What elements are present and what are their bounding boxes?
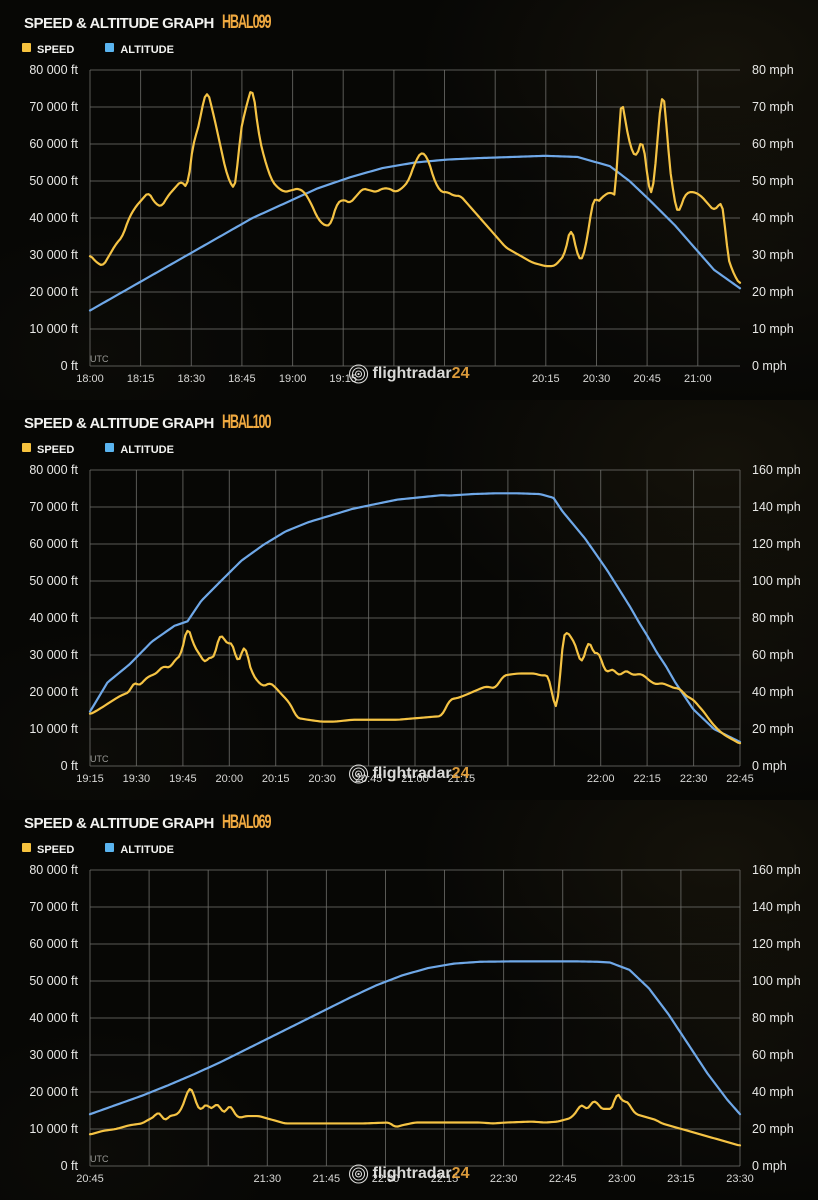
- svg-text:40 mph: 40 mph: [752, 685, 794, 699]
- svg-text:23:15: 23:15: [667, 1173, 695, 1185]
- svg-text:40 000 ft: 40 000 ft: [29, 211, 78, 225]
- svg-text:19:45: 19:45: [169, 773, 197, 785]
- svg-text:50 mph: 50 mph: [752, 174, 794, 188]
- svg-text:20 000 ft: 20 000 ft: [29, 285, 78, 299]
- svg-text:60 000 ft: 60 000 ft: [29, 937, 78, 951]
- svg-text:20:15: 20:15: [262, 773, 290, 785]
- svg-text:60 mph: 60 mph: [752, 648, 794, 662]
- svg-text:70 000 ft: 70 000 ft: [29, 100, 78, 114]
- svg-text:80 mph: 80 mph: [752, 611, 794, 625]
- svg-text:140 mph: 140 mph: [752, 900, 801, 914]
- svg-text:30 000 ft: 30 000 ft: [29, 1048, 78, 1062]
- svg-text:70 000 ft: 70 000 ft: [29, 900, 78, 914]
- svg-text:80 000 ft: 80 000 ft: [29, 463, 78, 477]
- svg-text:50 000 ft: 50 000 ft: [29, 174, 78, 188]
- svg-text:0 ft: 0 ft: [61, 359, 79, 373]
- svg-text:10 mph: 10 mph: [752, 322, 794, 336]
- svg-text:50 000 ft: 50 000 ft: [29, 574, 78, 588]
- svg-text:40 mph: 40 mph: [752, 211, 794, 225]
- svg-text:70 mph: 70 mph: [752, 100, 794, 114]
- svg-text:19:15: 19:15: [76, 773, 104, 785]
- svg-text:20 mph: 20 mph: [752, 285, 794, 299]
- svg-text:20 000 ft: 20 000 ft: [29, 1085, 78, 1099]
- svg-text:0 ft: 0 ft: [61, 1159, 79, 1173]
- svg-text:22:45: 22:45: [726, 773, 754, 785]
- svg-text:140 mph: 140 mph: [752, 500, 801, 514]
- svg-text:UTC: UTC: [90, 754, 109, 764]
- svg-text:23:30: 23:30: [726, 1173, 754, 1185]
- svg-text:21:00: 21:00: [684, 373, 712, 385]
- svg-text:0 ft: 0 ft: [61, 759, 79, 773]
- svg-text:120 mph: 120 mph: [752, 937, 801, 951]
- svg-text:20:30: 20:30: [308, 773, 336, 785]
- svg-text:80 000 ft: 80 000 ft: [29, 63, 78, 77]
- svg-text:10 000 ft: 10 000 ft: [29, 322, 78, 336]
- svg-text:80 000 ft: 80 000 ft: [29, 863, 78, 877]
- svg-text:0 mph: 0 mph: [752, 1159, 787, 1173]
- svg-text:20:45: 20:45: [633, 373, 661, 385]
- svg-text:80 mph: 80 mph: [752, 63, 794, 77]
- svg-text:0 mph: 0 mph: [752, 759, 787, 773]
- svg-text:20:15: 20:15: [532, 373, 560, 385]
- svg-text:10 000 ft: 10 000 ft: [29, 722, 78, 736]
- svg-text:21:45: 21:45: [313, 1173, 341, 1185]
- svg-text:0 mph: 0 mph: [752, 359, 787, 373]
- svg-text:100 mph: 100 mph: [752, 574, 801, 588]
- svg-text:19:30: 19:30: [123, 773, 151, 785]
- svg-text:20 000 ft: 20 000 ft: [29, 685, 78, 699]
- svg-text:18:30: 18:30: [178, 373, 206, 385]
- svg-text:20:45: 20:45: [76, 1173, 104, 1185]
- svg-text:22:00: 22:00: [587, 773, 615, 785]
- svg-text:120 mph: 120 mph: [752, 537, 801, 551]
- svg-text:60 mph: 60 mph: [752, 1048, 794, 1062]
- svg-text:18:45: 18:45: [228, 373, 256, 385]
- svg-text:160 mph: 160 mph: [752, 463, 801, 477]
- svg-text:40 000 ft: 40 000 ft: [29, 1011, 78, 1025]
- svg-text:60 000 ft: 60 000 ft: [29, 137, 78, 151]
- svg-text:20 mph: 20 mph: [752, 722, 794, 736]
- svg-text:40 000 ft: 40 000 ft: [29, 611, 78, 625]
- svg-text:UTC: UTC: [90, 354, 109, 364]
- svg-text:19:00: 19:00: [279, 373, 307, 385]
- svg-text:160 mph: 160 mph: [752, 863, 801, 877]
- svg-text:22:30: 22:30: [680, 773, 708, 785]
- svg-text:18:15: 18:15: [127, 373, 155, 385]
- svg-text:21:30: 21:30: [254, 1173, 282, 1185]
- svg-text:80 mph: 80 mph: [752, 1011, 794, 1025]
- svg-text:70 000 ft: 70 000 ft: [29, 500, 78, 514]
- svg-text:22:45: 22:45: [549, 1173, 577, 1185]
- svg-text:10 000 ft: 10 000 ft: [29, 1122, 78, 1136]
- svg-text:22:30: 22:30: [490, 1173, 518, 1185]
- svg-text:60 mph: 60 mph: [752, 137, 794, 151]
- svg-text:18:00: 18:00: [76, 373, 104, 385]
- svg-text:20 mph: 20 mph: [752, 1122, 794, 1136]
- svg-text:100 mph: 100 mph: [752, 974, 801, 988]
- svg-text:23:00: 23:00: [608, 1173, 636, 1185]
- svg-text:50 000 ft: 50 000 ft: [29, 974, 78, 988]
- svg-text:20:00: 20:00: [216, 773, 244, 785]
- svg-text:30 000 ft: 30 000 ft: [29, 248, 78, 262]
- svg-text:UTC: UTC: [90, 1154, 109, 1164]
- svg-text:30 mph: 30 mph: [752, 248, 794, 262]
- svg-text:30 000 ft: 30 000 ft: [29, 648, 78, 662]
- svg-text:22:15: 22:15: [633, 773, 661, 785]
- svg-text:40 mph: 40 mph: [752, 1085, 794, 1099]
- svg-text:20:30: 20:30: [583, 373, 611, 385]
- svg-text:60 000 ft: 60 000 ft: [29, 537, 78, 551]
